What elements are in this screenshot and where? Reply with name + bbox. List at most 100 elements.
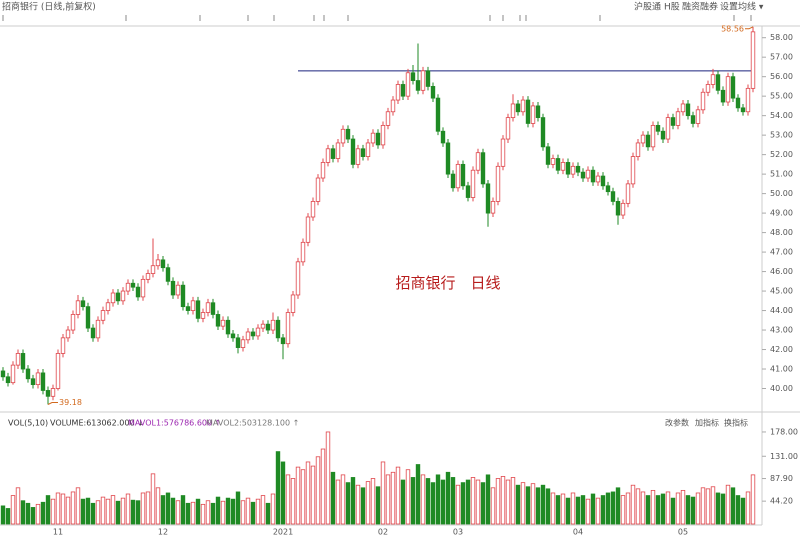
candle-body bbox=[415, 80, 421, 91]
volume-bar bbox=[175, 500, 181, 525]
volume-bar bbox=[650, 489, 656, 525]
volume-bar bbox=[570, 492, 576, 525]
volume-bar bbox=[230, 498, 236, 525]
volume-bar bbox=[470, 477, 476, 525]
volume-bar bbox=[245, 497, 251, 525]
candle-body bbox=[145, 273, 151, 280]
y-tick-label: 47.00 bbox=[770, 248, 793, 257]
volume-bar bbox=[400, 479, 406, 525]
volume-bar bbox=[0, 505, 6, 525]
candle-body bbox=[640, 134, 646, 144]
volume-bar bbox=[450, 477, 456, 525]
candle-body bbox=[275, 319, 281, 339]
candle-body bbox=[610, 191, 616, 202]
volume-bar bbox=[480, 482, 486, 525]
candle-body bbox=[690, 115, 696, 124]
candle-body bbox=[405, 72, 411, 97]
volume-bar bbox=[60, 493, 66, 525]
volume-bar bbox=[200, 503, 206, 525]
volume-bar bbox=[115, 500, 121, 525]
toolbar-link[interactable]: 设置均线 ▾ bbox=[720, 1, 764, 13]
volume-bar bbox=[535, 487, 541, 525]
candle-body bbox=[125, 282, 131, 292]
candle-body bbox=[200, 312, 206, 319]
candle-body bbox=[115, 292, 121, 302]
candle-body bbox=[360, 148, 366, 157]
event-markers bbox=[2, 15, 752, 21]
volume-bar bbox=[555, 495, 561, 525]
volume-bar bbox=[525, 486, 531, 525]
volume-bar bbox=[705, 488, 711, 525]
candle-body bbox=[730, 76, 736, 99]
candle-body bbox=[490, 201, 496, 214]
volume-bar bbox=[120, 497, 126, 525]
candle-body bbox=[140, 278, 146, 298]
volume-bar bbox=[25, 502, 31, 525]
volume-bar bbox=[165, 492, 171, 525]
volume-bar bbox=[655, 495, 661, 525]
volume-bar bbox=[205, 500, 211, 525]
volume-bar bbox=[360, 487, 366, 525]
indicator-button[interactable]: 加指标 bbox=[695, 418, 719, 428]
y-tick-label: 40.00 bbox=[770, 384, 793, 393]
volume-bar bbox=[375, 486, 381, 525]
candle-body bbox=[515, 103, 521, 113]
y-tick-label: 51.00 bbox=[770, 170, 793, 179]
toolbar-link[interactable]: 沪股通 bbox=[634, 1, 661, 13]
candle-body bbox=[310, 201, 316, 218]
volume-bar bbox=[340, 474, 346, 525]
volume-bar bbox=[260, 495, 266, 525]
candle-body bbox=[0, 370, 6, 378]
event-marker bbox=[2, 15, 752, 21]
volume-bar bbox=[305, 461, 311, 525]
volume-bar bbox=[330, 471, 336, 525]
candle-body bbox=[135, 286, 141, 298]
candle-body bbox=[30, 378, 36, 386]
indicator-button[interactable]: 换指标 bbox=[724, 418, 748, 428]
candle-body bbox=[90, 327, 96, 339]
candle-body bbox=[540, 117, 546, 148]
candle-body bbox=[385, 111, 391, 126]
volume-bar bbox=[485, 474, 491, 525]
volume-bar bbox=[560, 493, 566, 525]
candle-body bbox=[205, 302, 211, 313]
candle-body bbox=[650, 124, 656, 148]
candle-body bbox=[660, 130, 666, 140]
candle-body bbox=[370, 132, 376, 144]
candle-body bbox=[305, 216, 311, 243]
volume-bar bbox=[675, 492, 681, 525]
volume-bar bbox=[425, 478, 431, 525]
candle-body bbox=[5, 376, 11, 384]
toolbar-link[interactable]: 融资融券 bbox=[682, 1, 718, 13]
candle-body bbox=[455, 163, 461, 189]
candle-body bbox=[85, 306, 91, 329]
candle-body bbox=[260, 323, 266, 329]
volume-bar bbox=[615, 487, 621, 525]
candle-body bbox=[50, 388, 56, 397]
volume-bar bbox=[15, 487, 21, 525]
volume-tick-label: 178.00 bbox=[770, 427, 798, 436]
volume-bar bbox=[270, 493, 276, 525]
candle-body bbox=[430, 86, 436, 99]
candle-body bbox=[600, 175, 606, 187]
high-leader bbox=[745, 26, 754, 30]
candle-body bbox=[175, 284, 181, 296]
volume-bar bbox=[145, 491, 151, 525]
volume-bar bbox=[40, 501, 46, 525]
volume-bar bbox=[65, 496, 71, 525]
volume-bar bbox=[490, 487, 496, 525]
candle-body bbox=[185, 306, 191, 311]
candle-body bbox=[45, 390, 51, 397]
candle-body bbox=[245, 331, 251, 341]
toolbar-link[interactable]: H股 bbox=[664, 2, 680, 13]
indicator-button[interactable]: 改参数 bbox=[665, 418, 689, 428]
candle-body bbox=[55, 353, 61, 389]
candle-body bbox=[190, 300, 196, 311]
volume-bar bbox=[345, 482, 351, 525]
volume-bar bbox=[665, 491, 671, 525]
volume-bar bbox=[150, 473, 156, 525]
indicator-name: VOL(5,10) bbox=[8, 419, 48, 428]
volume-bar bbox=[540, 484, 546, 525]
candle-body bbox=[750, 31, 756, 89]
volume-bar bbox=[440, 479, 446, 525]
